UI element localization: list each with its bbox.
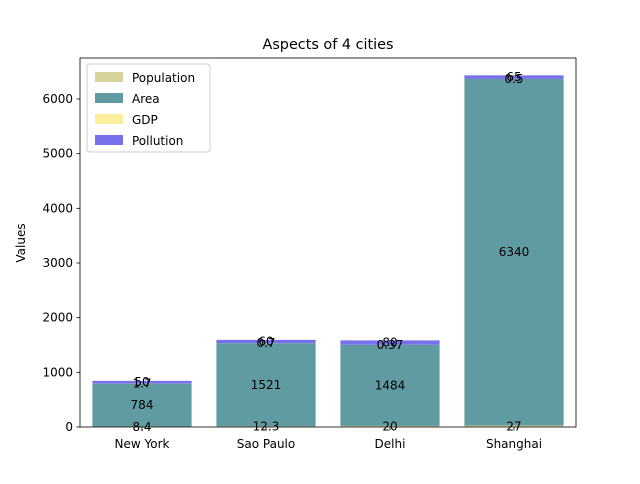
value-label-population-shanghai: 27	[506, 419, 521, 433]
legend-label-pollution: Pollution	[132, 134, 183, 148]
value-label-pollution-delhi: 80	[382, 336, 397, 350]
y-tick-label: 4000	[42, 201, 73, 215]
y-tick-label: 0	[65, 420, 73, 434]
x-tick-label-new-york: New York	[115, 437, 170, 451]
x-tick-label-delhi: Delhi	[375, 437, 406, 451]
legend-label-gdp: GDP	[132, 113, 158, 127]
y-axis-label: Values	[14, 223, 28, 262]
legend-label-population: Population	[132, 71, 195, 85]
value-label-area-delhi: 1484	[375, 378, 406, 392]
value-label-pollution-sao-paulo: 60	[258, 335, 273, 349]
legend: Population Area GDP Pollution	[87, 64, 210, 152]
x-tick-label-shanghai: Shanghai	[486, 437, 542, 451]
value-label-area-new-york: 784	[131, 398, 154, 412]
value-label-pollution-new-york: 50	[134, 375, 149, 389]
y-tick-label: 5000	[42, 147, 73, 161]
y-tick-label: 2000	[42, 311, 73, 325]
value-label-area-shanghai: 6340	[499, 245, 530, 259]
legend-swatch-gdp	[95, 114, 123, 124]
legend-swatch-pollution	[95, 135, 123, 145]
value-label-population-delhi: 20	[382, 419, 397, 433]
y-tick-label: 3000	[42, 256, 73, 270]
value-label-area-sao-paulo: 1521	[251, 378, 282, 392]
chart-title: Aspects of 4 cities	[262, 37, 393, 53]
legend-swatch-population	[95, 72, 123, 82]
x-tick-label-sao-paulo: Sao Paulo	[237, 437, 295, 451]
legend-swatch-area	[95, 93, 123, 103]
legend-label-area: Area	[132, 92, 160, 106]
value-label-pollution-shanghai: 65	[506, 70, 521, 84]
y-tick-label: 6000	[42, 92, 73, 106]
y-tick-label: 1000	[42, 365, 73, 379]
